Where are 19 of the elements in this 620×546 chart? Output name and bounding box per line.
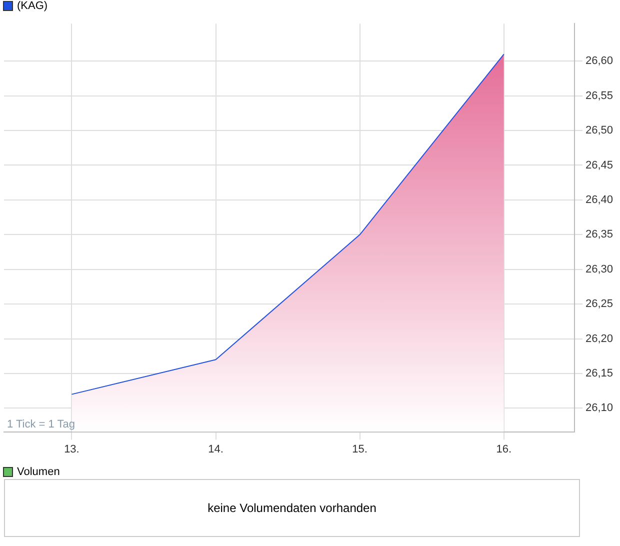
- y-tick-label: 26,60: [585, 55, 614, 68]
- y-tick-label: 26,10: [585, 402, 614, 414]
- text: Volumen: [17, 466, 60, 478]
- y-tick-label: 26,15: [585, 368, 614, 380]
- y-tick-label: 26,30: [585, 263, 614, 276]
- y-tick-label: 26,50: [585, 124, 614, 137]
- y-tick-label: 26,40: [585, 194, 614, 206]
- text: keine Volumendaten vorhanden: [208, 501, 376, 515]
- x-tick-label: 16.: [496, 443, 512, 456]
- x-tick-label: 13.: [64, 443, 80, 456]
- x-tick-label: 14.: [208, 443, 224, 456]
- annotation: 1 Tick = 1 Tag: [7, 418, 75, 430]
- x-tick-label: 15.: [352, 443, 368, 456]
- y-tick-label: 26,55: [585, 90, 614, 102]
- legend-label: (KAG): [17, 0, 48, 12]
- y-tick-label: 26,25: [585, 298, 614, 310]
- y-tick-label: 26,20: [585, 332, 614, 345]
- y-tick-label: 26,35: [585, 228, 614, 241]
- y-tick-label: 26,45: [585, 159, 614, 172]
